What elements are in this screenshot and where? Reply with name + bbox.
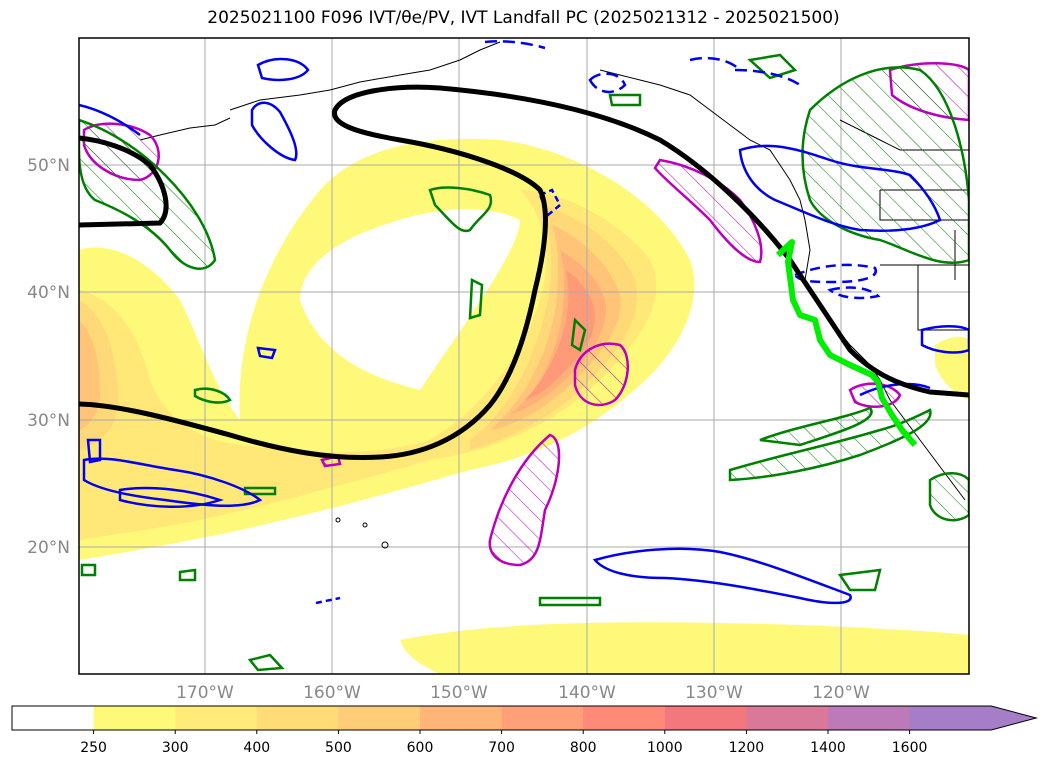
- colorbar-segment: [338, 706, 421, 730]
- landfall-line: [775, 239, 918, 447]
- colorbar-segment: [256, 706, 339, 730]
- colorbar-segment: [583, 706, 666, 730]
- colorbar: 250 300 400 500 600 700 800 1000 1200 1400 1600: [11, 705, 1039, 756]
- lon-label-140w: 140°W: [558, 683, 616, 703]
- colorbar-level-label: 800: [570, 740, 597, 756]
- colorbar-level-label: 1400: [810, 740, 846, 756]
- lat-label-40: 40°N: [27, 283, 70, 303]
- colorbar-segment: [909, 706, 992, 730]
- lon-labels: 170°W 160°W 150°W 140°W 130°W 120°W: [176, 683, 870, 703]
- colorbar-level-label: 1200: [729, 740, 765, 756]
- lon-label-120w: 120°W: [812, 683, 870, 703]
- ivt-700: [525, 270, 596, 400]
- colorbar-level-label: 700: [488, 740, 515, 756]
- colorbar-segment: [12, 706, 95, 730]
- lat-labels: 50°N 40°N 30°N 20°N: [27, 156, 70, 558]
- colorbar-segment: [746, 706, 829, 730]
- ivt-shading: [79, 138, 969, 674]
- lon-label-170w: 170°W: [176, 683, 234, 703]
- colorbar-outline: [11, 705, 1039, 731]
- colorbar-segment: [501, 706, 584, 730]
- ivt-400: [79, 205, 637, 450]
- green-contours: [79, 53, 969, 672]
- colorbar-level-label: 600: [407, 740, 434, 756]
- colorbar-extend-fill: [991, 706, 1037, 730]
- colorbar-segment: [664, 706, 747, 730]
- colorbar-level-label: 400: [243, 740, 270, 756]
- colorbar-level-label: 300: [162, 740, 189, 756]
- figure-title: 2025021100 F096 IVT/θe/PV, IVT Landfall …: [207, 8, 840, 28]
- colorbar-segment: [93, 706, 176, 730]
- colorbar-segment: [420, 706, 503, 730]
- blue-contours: [79, 40, 969, 605]
- colorbar-segment: [175, 706, 258, 730]
- map-area: [79, 38, 969, 674]
- colorbar-segment: [828, 706, 911, 730]
- black-jet-contours: [79, 84, 969, 460]
- colorbar-level-label: 1600: [892, 740, 928, 756]
- lat-label-30: 30°N: [27, 411, 70, 431]
- lon-label-160w: 160°W: [303, 683, 361, 703]
- colorbar-level-label: 500: [325, 740, 352, 756]
- lon-label-150w: 150°W: [430, 683, 488, 703]
- colorbar-level-label: 1000: [647, 740, 683, 756]
- lon-label-130w: 130°W: [685, 683, 743, 703]
- map-frame: [78, 37, 970, 675]
- lat-label-50: 50°N: [27, 156, 70, 176]
- ivt-500: [79, 225, 621, 430]
- ivt-low-band: [400, 622, 969, 674]
- ivt-300: [79, 190, 657, 540]
- colorbar-level-label: 250: [80, 740, 107, 756]
- lat-label-20: 20°N: [27, 538, 70, 558]
